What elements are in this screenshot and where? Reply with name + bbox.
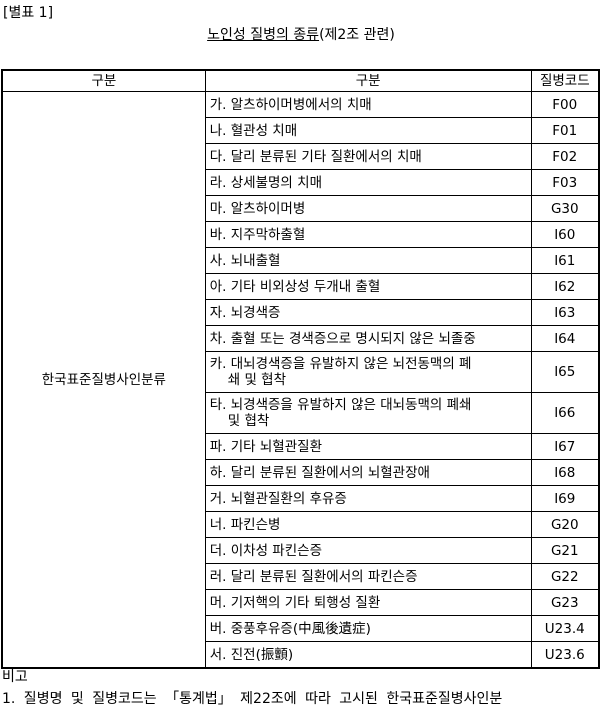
disease-code: U23.6 [530, 641, 600, 669]
disease-name: 서. 진전(振顫) [204, 641, 532, 669]
disease-name: 자. 뇌경색증 [204, 299, 532, 326]
disease-code: F00 [530, 91, 600, 118]
table-row: 너. 파킨슨병 G20 [2, 511, 600, 538]
disease-name: 너. 파킨슨병 [204, 511, 532, 538]
disease-code: G20 [530, 511, 600, 538]
disease-name: 마. 알츠하이머병 [204, 195, 532, 222]
table-row: 차. 출혈 또는 경색증으로 명시되지 않은 뇌졸중 I64 [2, 325, 600, 352]
disease-code: I66 [530, 392, 600, 434]
page-title: 노인성 질병의 종류(제2조 관련) [0, 24, 602, 44]
disease-code: U23.4 [530, 615, 600, 642]
table-row: 사. 뇌내출혈 I61 [2, 247, 600, 274]
disease-name: 파. 기타 뇌혈관질환 [204, 433, 532, 460]
disease-name: 머. 기저핵의 기타 퇴행성 질환 [204, 589, 532, 616]
disease-code: I63 [530, 299, 600, 326]
disease-name: 아. 기타 비외상성 두개내 출혈 [204, 273, 532, 300]
disease-name: 가. 알츠하이머병에서의 치매 [204, 91, 532, 118]
table-row: 바. 지주막하출혈 I60 [2, 221, 600, 248]
table-row: 아. 기타 비외상성 두개내 출혈 I62 [2, 273, 600, 300]
disease-code: I62 [530, 273, 600, 300]
disease-code: I60 [530, 221, 600, 248]
disease-code: G21 [530, 537, 600, 564]
appendix-label: [별표 1] [3, 5, 54, 21]
disease-name: 거. 뇌혈관질환의 후유증 [204, 485, 532, 512]
disease-code: G22 [530, 563, 600, 590]
disease-code: I61 [530, 247, 600, 274]
title-suffix: (제2조 관련) [319, 27, 395, 43]
disease-name-line2: 및 협착 [227, 413, 270, 429]
disease-name: 라. 상세불명의 치매 [204, 169, 532, 196]
disease-name: 버. 중풍후유증(中風後遺症) [204, 615, 532, 642]
table-row: 나. 혈관성 치매 F01 [2, 117, 600, 144]
disease-name-line2: 쇄 및 협착 [227, 372, 287, 388]
disease-code: F02 [530, 143, 600, 170]
disease-name: 다. 달리 분류된 기타 질환에서의 치매 [204, 143, 532, 170]
disease-code: I68 [530, 459, 600, 486]
table-row: 마. 알츠하이머병 G30 [2, 195, 600, 222]
title-main: 노인성 질병의 종류 [207, 27, 320, 43]
remarks-label: 비고 [2, 669, 28, 685]
disease-name-line1: 카. 대뇌경색증을 유발하지 않은 뇌전동맥의 폐 [209, 356, 472, 372]
table-row: 머. 기저핵의 기타 퇴행성 질환 G23 [2, 589, 600, 616]
disease-code: G23 [530, 589, 600, 616]
disease-name: 차. 출혈 또는 경색증으로 명시되지 않은 뇌졸중 [204, 325, 532, 352]
table-row: 라. 상세불명의 치매 F03 [2, 169, 600, 196]
table-row: 한국표준질병사인분류 가. 알츠하이머병에서의 치매 F00 [1, 91, 600, 669]
disease-name: 사. 뇌내출혈 [204, 247, 532, 274]
header-category: 구분 [1, 69, 206, 92]
disease-name: 더. 이차성 파킨슨증 [204, 537, 532, 564]
disease-name: 러. 달리 분류된 질환에서의 파킨슨증 [204, 563, 532, 590]
table-row: 거. 뇌혈관질환의 후유증 I69 [2, 485, 600, 512]
disease-name: 하. 달리 분류된 질환에서의 뇌혈관장애 [204, 459, 532, 486]
table-row: 서. 진전(振顫) U23.6 [2, 641, 600, 669]
header-code: 질병코드 [530, 69, 600, 92]
table-row: 하. 달리 분류된 질환에서의 뇌혈관장애 I68 [2, 459, 600, 486]
remark-note-1: 1. 질병명 및 질병코드는 「통계법」 제22조에 따라 고시된 한국표준질병… [2, 691, 503, 707]
disease-code: I67 [530, 433, 600, 460]
disease-table: 구분 구분 질병코드 한국표준질병사인분류 가. 알츠하이머병에서의 치매 F00 나… [1, 69, 600, 669]
disease-code: G30 [530, 195, 600, 222]
disease-name: 타. 뇌경색증을 유발하지 않은 대뇌동맥의 폐쇄 및 협착 [204, 392, 532, 434]
table-row: 자. 뇌경색증 I63 [2, 299, 600, 326]
disease-name: 나. 혈관성 치매 [204, 117, 532, 144]
disease-code: I65 [530, 351, 600, 393]
table-row: 버. 중풍후유증(中風後遺症) U23.4 [2, 615, 600, 642]
table-row: 러. 달리 분류된 질환에서의 파킨슨증 G22 [2, 563, 600, 590]
category-cell: 한국표준질병사인분류 [1, 91, 206, 669]
disease-name-line1: 타. 뇌경색증을 유발하지 않은 대뇌동맥의 폐쇄 [209, 397, 472, 413]
disease-code: I64 [530, 325, 600, 352]
disease-name: 바. 지주막하출혈 [204, 221, 532, 248]
table-header-row: 구분 구분 질병코드 [1, 69, 600, 92]
disease-code: I69 [530, 485, 600, 512]
header-disease: 구분 [204, 69, 532, 92]
disease-code: F01 [530, 117, 600, 144]
disease-code: F03 [530, 169, 600, 196]
